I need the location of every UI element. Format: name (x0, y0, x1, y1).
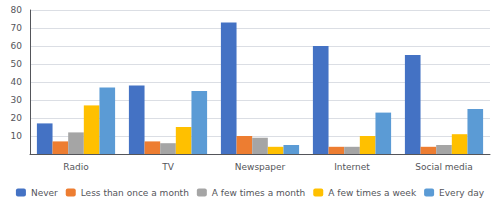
svg-text:A few times a week: A few times a week (328, 188, 417, 198)
svg-text:20: 20 (11, 113, 23, 123)
svg-text:Social media: Social media (415, 162, 473, 172)
svg-text:Never: Never (31, 188, 58, 198)
svg-text:40: 40 (11, 77, 23, 87)
svg-text:70: 70 (11, 23, 23, 33)
svg-text:A few times a month: A few times a month (212, 188, 305, 198)
svg-text:Newspaper: Newspaper (235, 162, 286, 172)
svg-text:60: 60 (11, 41, 23, 51)
svg-text:50: 50 (11, 59, 23, 69)
svg-text:Internet: Internet (334, 162, 370, 172)
svg-text:Radio: Radio (63, 162, 89, 172)
svg-text:Less than once a month: Less than once a month (81, 188, 189, 198)
svg-text:Every day: Every day (439, 188, 485, 198)
svg-text:TV: TV (161, 162, 174, 172)
svg-text:80: 80 (11, 5, 23, 15)
svg-text:10: 10 (11, 131, 23, 141)
svg-text:30: 30 (11, 95, 23, 105)
